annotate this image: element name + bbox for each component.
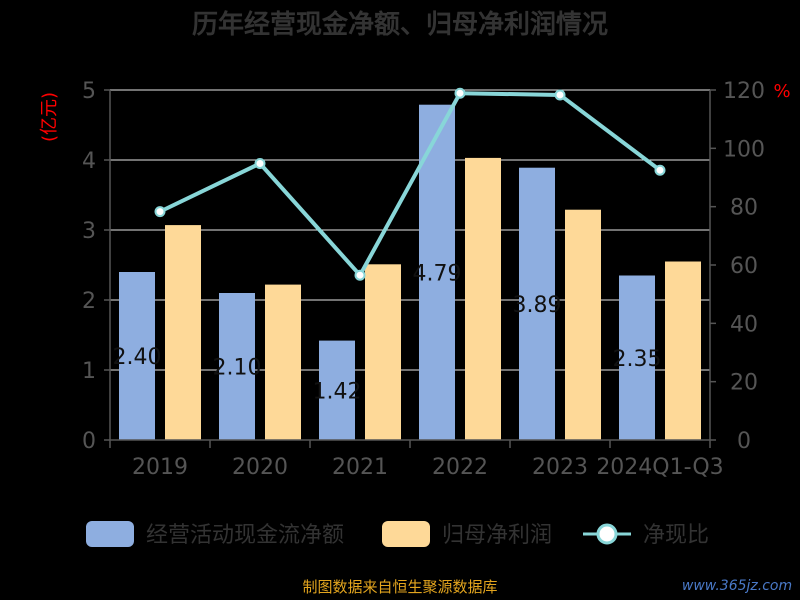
left-axis-unit: (亿元) (39, 92, 60, 142)
bar-cashflow (319, 340, 355, 440)
left-axis-tick-label: 1 (82, 359, 96, 384)
bar-cashflow (119, 272, 155, 440)
bar-cashflow (219, 293, 255, 440)
x-axis-tick-label: 2021 (332, 455, 388, 480)
chart-title: 历年经营现金净额、归母净利润情况 (192, 9, 608, 40)
left-axis-tick-label: 5 (82, 79, 96, 104)
legend-marker-2 (596, 523, 618, 545)
right-axis-tick-label: 80 (730, 196, 758, 221)
legend-label: 净现比 (643, 523, 709, 548)
legend-label: 归母净利润 (442, 523, 552, 548)
bar-netprofit (665, 261, 701, 440)
bar-netprofit (565, 209, 601, 440)
ratio-point (354, 269, 366, 281)
x-axis-tick-label: 2019 (132, 455, 188, 480)
right-axis-tick-label: 40 (730, 312, 758, 337)
bar-cashflow (619, 275, 655, 440)
ratio-point (554, 89, 566, 101)
right-axis-unit: % (773, 81, 790, 102)
legend-swatch-0 (86, 521, 134, 547)
left-axis-tick-label: 0 (82, 429, 96, 454)
right-axis-tick-label: 0 (737, 429, 751, 454)
ratio-point (654, 164, 666, 176)
bar-netprofit (265, 284, 301, 440)
bar-value-label: 2.10 (213, 356, 262, 381)
legend-label: 经营活动现金流净额 (146, 523, 344, 548)
x-axis-tick-label: 2020 (232, 455, 288, 480)
x-axis-ticks: 2019 2020 2021 2022 2023 2024Q1-Q3 (109, 440, 724, 480)
source-note: 制图数据来自恒生聚源数据库 (302, 578, 497, 596)
bar-netprofit (365, 264, 401, 440)
ratio-line (159, 91, 662, 278)
left-axis-tick-label: 2 (82, 289, 96, 314)
ratio-point (254, 158, 266, 169)
legend-swatch-1 (382, 521, 430, 547)
right-axis-tick-label: 100 (723, 137, 765, 162)
right-axis-tick-label: 20 (730, 371, 758, 396)
bar-netprofit (465, 157, 501, 440)
right-axis-tick-label: 120 (723, 79, 765, 104)
left-axis-tick-label: 3 (82, 219, 96, 244)
bar-value-label: 1.42 (313, 379, 362, 404)
x-axis-tick-label: 2023 (532, 455, 588, 480)
left-axis-ticks: 0 1 2 3 4 5 (82, 79, 110, 454)
bar-labels: 2.40 2.10 1.42 4.79 3.89 2.35 (113, 261, 662, 404)
x-axis-tick-label: 2024Q1-Q3 (596, 455, 723, 480)
bar-series (119, 104, 701, 440)
left-axis-tick-label: 4 (82, 149, 96, 174)
bar-value-label: 2.40 (113, 345, 162, 370)
x-axis-tick-label: 2022 (432, 455, 488, 480)
bar-value-label: 3.89 (513, 293, 562, 318)
right-axis-tick-label: 60 (730, 254, 758, 279)
grid-lines (110, 89, 710, 371)
site-watermark: www.365jz.com (682, 578, 792, 594)
ratio-point (154, 206, 166, 218)
bar-cashflow (519, 167, 555, 440)
bar-value-label: 2.35 (613, 347, 662, 372)
legend[interactable]: 经营活动现金流净额 归母净利润 净现比 (86, 521, 709, 548)
right-axis-ticks: 0 20 40 60 80 100 120 (710, 79, 765, 454)
ratio-point (454, 87, 466, 99)
bar-value-label: 4.79 (413, 261, 462, 286)
bar-netprofit (165, 225, 201, 440)
ratio-line-series (154, 87, 666, 281)
